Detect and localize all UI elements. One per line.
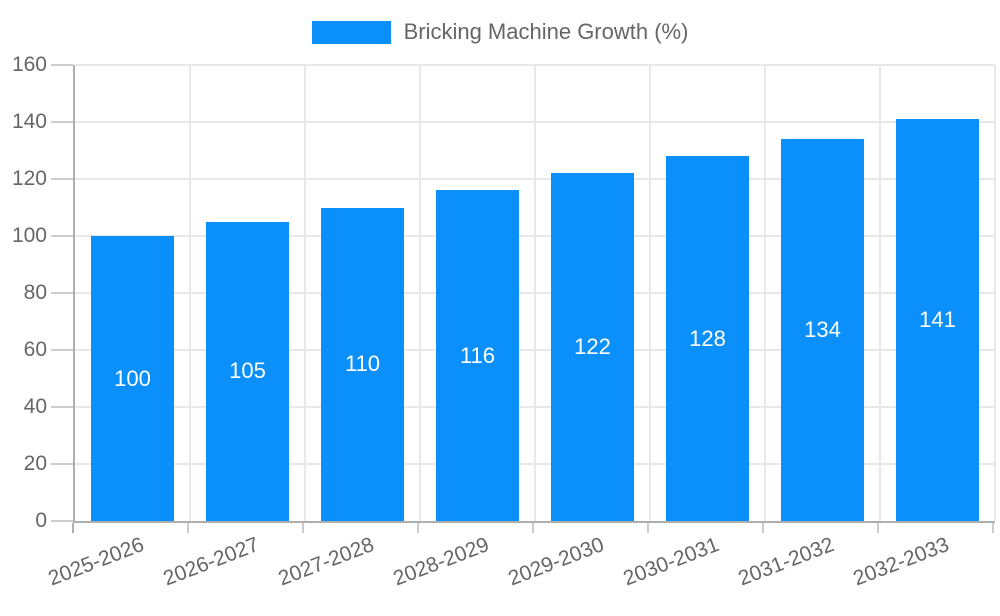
bar-chart: Bricking Machine Growth (%) 100 105 110 116… [0,19,1000,590]
y-tick-mark [51,178,73,180]
bar: 110 [321,207,404,521]
bar-value-label: 116 [459,342,496,368]
gridline-vertical [534,65,536,521]
y-tick-label: 60 [23,338,47,361]
legend-swatch [311,20,391,44]
x-tick-mark [647,523,649,533]
legend-label: Bricking Machine Growth (%) [403,19,689,44]
gridline-vertical [189,65,191,521]
y-tick-mark [51,235,73,237]
gridline-vertical [764,65,766,521]
bar: 116 [436,190,519,521]
y-tick-mark [51,463,73,465]
gridline-vertical [879,65,881,521]
bar: 100 [91,236,174,521]
bar-value-label: 110 [344,351,381,377]
gridline-vertical [994,65,996,521]
bar-value-label: 134 [804,317,841,343]
y-tick-label: 20 [23,452,47,475]
bar-value-label: 105 [229,358,266,384]
bar: 128 [666,156,749,521]
gridline-vertical [649,65,651,521]
x-tick-mark [532,523,534,533]
bar-value-label: 122 [574,334,611,360]
bar: 141 [896,119,979,521]
bar: 122 [551,173,634,521]
x-tick-mark [302,523,304,533]
gridline-vertical [304,65,306,521]
bar-value-label: 128 [689,325,726,351]
y-tick-label: 40 [23,395,47,418]
x-tick-mark [72,523,74,533]
y-tick-mark [51,406,73,408]
x-tick-mark [417,523,419,533]
y-tick-label: 80 [23,281,47,304]
bar: 105 [206,221,289,521]
y-tick-mark [51,64,73,66]
y-tick-label: 0 [35,509,47,532]
y-tick-mark [51,349,73,351]
x-tick-mark [187,523,189,533]
y-tick-label: 140 [11,110,47,133]
y-tick-mark [51,121,73,123]
y-tick-label: 100 [11,224,47,247]
x-tick-mark [877,523,879,533]
y-tick-label: 160 [11,53,47,76]
y-tick-mark [51,292,73,294]
x-tick-mark [762,523,764,533]
x-tick-mark [992,523,994,533]
y-tick-label: 120 [11,167,47,190]
bar-value-label: 141 [919,307,956,333]
legend-item[interactable]: Bricking Machine Growth (%) [0,19,1000,45]
bar: 134 [781,139,864,521]
gridline-vertical [419,65,421,521]
y-tick-mark [51,520,73,522]
plot-area: 100 105 110 116 122 128 134 141 [73,64,996,523]
bar-value-label: 100 [114,365,151,391]
